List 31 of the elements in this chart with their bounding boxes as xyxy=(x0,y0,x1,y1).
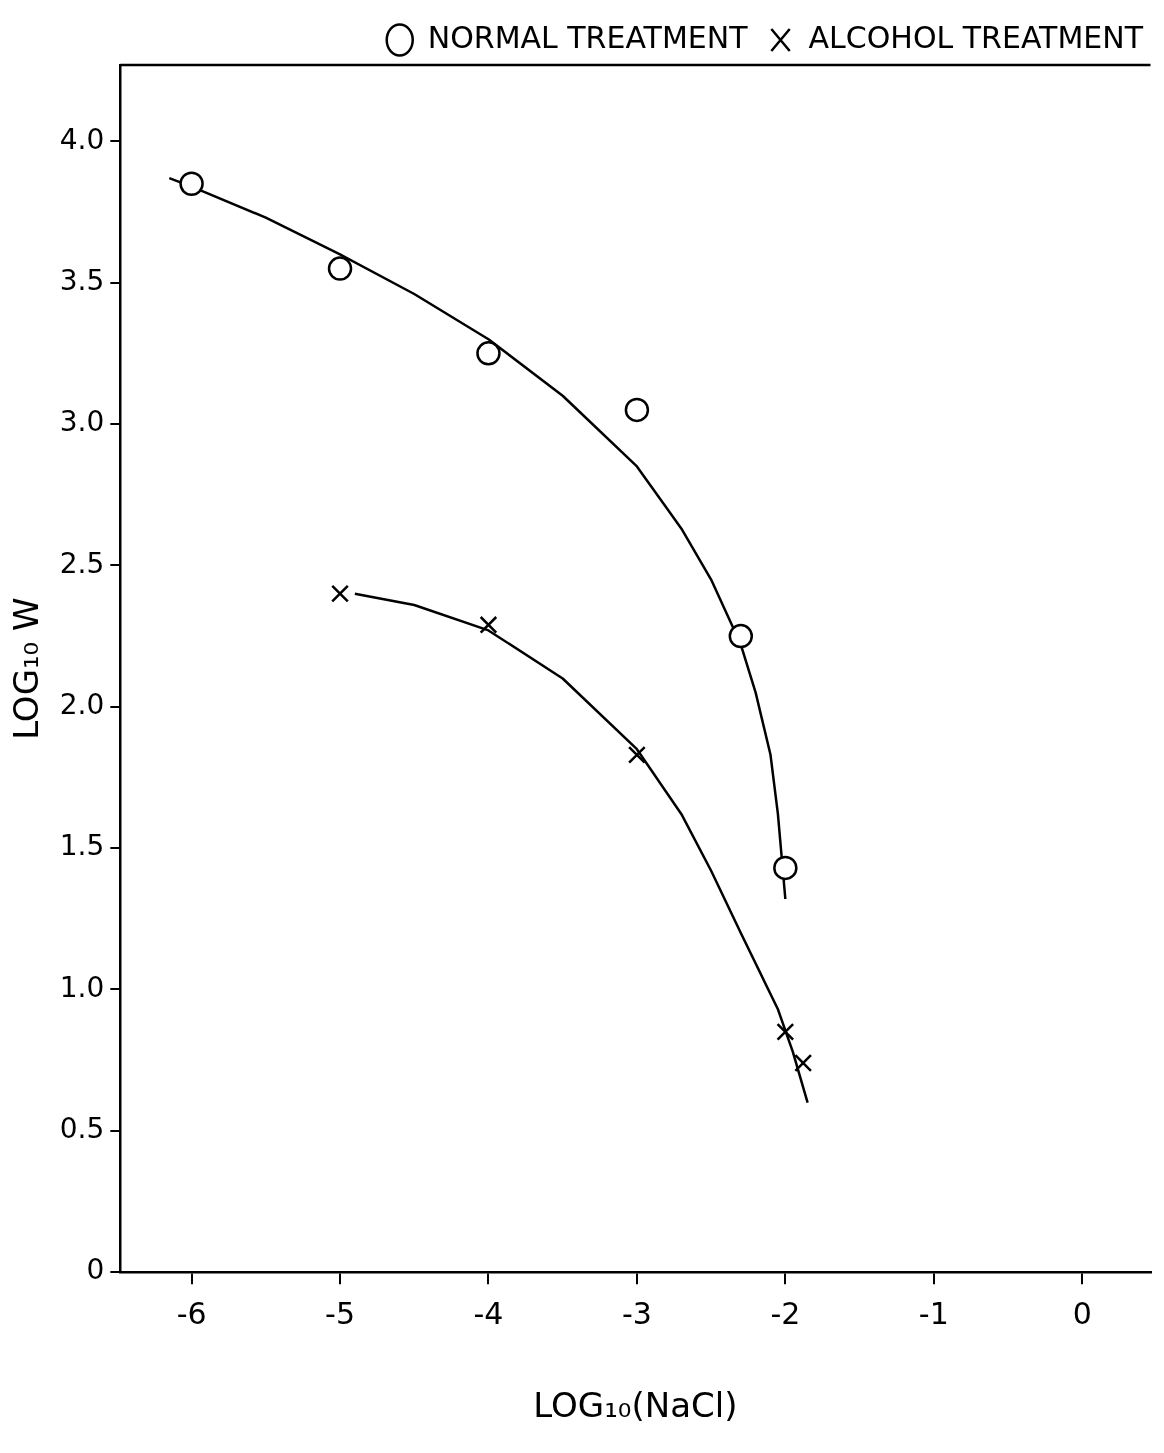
x-tick-label: -6 xyxy=(176,1296,207,1331)
y-tick-label: 0.5 xyxy=(59,1112,105,1146)
y-tick-label: 3.5 xyxy=(59,263,105,297)
y-tick-label: 2.5 xyxy=(59,546,105,580)
point xyxy=(627,745,646,764)
y-tick-label: 1.5 xyxy=(59,829,105,863)
y-tick-label: 0 xyxy=(86,1253,105,1287)
y-tick-label: 1.0 xyxy=(59,970,105,1004)
y-tick-label: 4.0 xyxy=(59,122,105,156)
x-tick-label: -1 xyxy=(918,1296,949,1331)
x-tick-label: 0 xyxy=(1072,1296,1092,1331)
point xyxy=(479,615,498,634)
x-tick-label: -4 xyxy=(473,1296,504,1331)
point xyxy=(327,256,353,281)
legend-label: NORMAL TREATMENT xyxy=(427,19,749,55)
point xyxy=(624,397,650,423)
point xyxy=(728,623,754,649)
legend-label: ALCOHOL TREATMENT xyxy=(808,19,1144,55)
y-tick-label: 3.0 xyxy=(59,405,105,439)
x-axis-title: LOG₁₀(NaCl) xyxy=(533,1385,738,1426)
y-axis-title: LOG₁₀ W xyxy=(6,597,47,740)
point xyxy=(179,171,204,196)
y-tick-label: 2.0 xyxy=(59,688,105,722)
point xyxy=(776,1022,795,1041)
point xyxy=(773,855,798,881)
point xyxy=(476,341,501,366)
x-tick-label: -2 xyxy=(770,1296,801,1331)
x-tick-label: -3 xyxy=(621,1296,652,1331)
point xyxy=(794,1053,813,1073)
x-tick-label: -5 xyxy=(325,1296,355,1331)
point xyxy=(330,584,350,603)
